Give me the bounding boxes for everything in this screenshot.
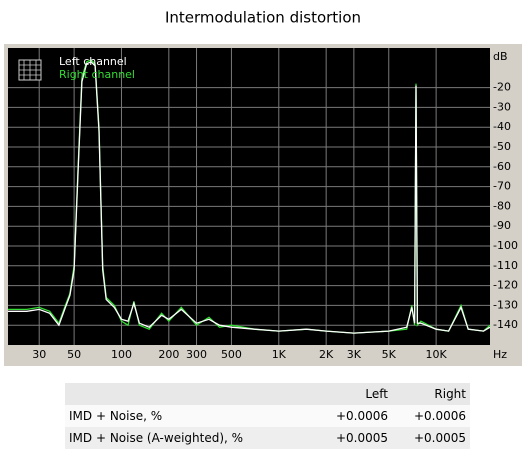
y-tick-label: -70 xyxy=(493,180,511,193)
plot-area xyxy=(8,48,490,345)
chart: Intermodulation distortion 30 50 100 200 300… xyxy=(4,9,522,366)
y-tick-label: -120 xyxy=(493,279,518,292)
y-tick-label: -60 xyxy=(493,160,511,173)
row-label: IMD + Noise (A-weighted), % xyxy=(69,431,244,445)
header-cell: Left xyxy=(365,387,388,401)
x-tick-label: 500 xyxy=(221,348,242,361)
table-header: Left Right xyxy=(65,383,470,405)
table-row: IMD + Noise, % +0.0006 +0.0006 xyxy=(65,405,470,427)
table-cell: +0.0005 xyxy=(335,431,388,445)
series-line xyxy=(8,61,490,334)
y-tick-label: -80 xyxy=(493,199,511,212)
y-tick-label: -140 xyxy=(493,318,518,331)
header-cell: Right xyxy=(434,387,466,401)
y-tick-label: -20 xyxy=(493,81,511,94)
y-tick-label: -30 xyxy=(493,100,511,113)
x-unit: Hz xyxy=(493,348,507,361)
y-tick-label: -110 xyxy=(493,259,518,272)
x-tick-label: 30 xyxy=(32,348,46,361)
x-tick-label: 100 xyxy=(111,348,132,361)
table-cell: +0.0006 xyxy=(335,409,388,423)
chart-title: Intermodulation distortion xyxy=(165,9,361,27)
y-tick-label: -40 xyxy=(493,120,511,133)
y-unit: dB xyxy=(493,50,508,63)
y-tick-label: -90 xyxy=(493,219,511,232)
row-label: IMD + Noise, % xyxy=(69,409,163,423)
x-tick-label: 1K xyxy=(272,348,287,361)
table-row: IMD + Noise (A-weighted), % +0.0005 +0.000… xyxy=(65,427,470,449)
legend-entry: Right channel xyxy=(59,68,135,81)
y-tick-label: -130 xyxy=(493,298,518,311)
table-cell: +0.0005 xyxy=(413,431,466,445)
x-tick-label: 200 xyxy=(158,348,179,361)
x-tick-label: 10K xyxy=(426,348,448,361)
x-tick-label: 50 xyxy=(67,348,81,361)
x-tick-label: 2K xyxy=(319,348,334,361)
legend-icon xyxy=(18,59,42,81)
legend-entry: Left channel xyxy=(59,55,127,68)
x-tick-label: 3K xyxy=(347,348,362,361)
x-tick-label: 5K xyxy=(382,348,397,361)
header-spacer xyxy=(65,383,314,405)
table-cell: +0.0006 xyxy=(413,409,466,423)
x-tick-label: 300 xyxy=(186,348,207,361)
y-tick-label: -100 xyxy=(493,239,518,252)
y-tick-label: -50 xyxy=(493,140,511,153)
results-table: Left Right IMD + Noise, % +0.0006 +0.0006 I… xyxy=(65,383,470,449)
